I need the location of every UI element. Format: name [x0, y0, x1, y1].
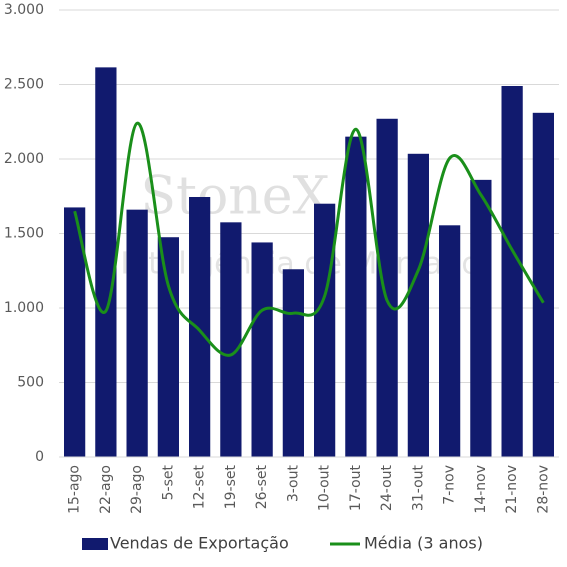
x-tick-label: 29-ago	[129, 465, 145, 514]
x-tick-label: 28-nov	[535, 465, 551, 514]
bar	[470, 179, 492, 458]
x-tick-label: 26-set	[254, 464, 270, 509]
legend-swatch	[82, 538, 108, 550]
bar	[501, 85, 523, 458]
bar	[126, 209, 148, 457]
bar	[251, 242, 273, 457]
watermark-logo: StoneX	[140, 167, 329, 227]
bar	[220, 222, 242, 457]
x-tick-label: 15-ago	[67, 465, 83, 514]
bar	[376, 118, 398, 458]
bar	[345, 136, 367, 457]
bar	[314, 203, 336, 457]
legend-label: Vendas de Exportação	[110, 534, 289, 553]
bar	[439, 225, 461, 457]
x-tick-label: 21-nov	[504, 465, 520, 514]
x-tick-label: 22-ago	[98, 465, 114, 514]
x-tick-label: 31-out	[410, 464, 426, 511]
bar	[532, 112, 554, 457]
x-tick-label: 24-out	[379, 464, 395, 511]
x-tick-label: 10-out	[317, 464, 333, 511]
y-tick-label: 2.500	[4, 77, 44, 93]
x-tick-label: 14-nov	[473, 465, 489, 514]
x-tick-label: 5-set	[160, 464, 176, 500]
bar	[95, 67, 117, 458]
bar	[189, 196, 211, 457]
bar	[64, 207, 86, 457]
y-tick-label: 1.500	[4, 226, 44, 242]
line	[73, 121, 545, 357]
bar	[407, 153, 429, 457]
y-tick-label: 2.000	[4, 151, 44, 167]
x-tick-label: 12-set	[192, 464, 208, 509]
y-tick-label: 1.000	[4, 300, 44, 316]
y-tick-label: 0	[35, 449, 44, 465]
legend-label: Média (3 anos)	[364, 534, 483, 553]
bar	[282, 269, 304, 457]
x-tick-label: 7-nov	[442, 465, 458, 505]
y-tick-label: 500	[17, 375, 44, 391]
bar	[157, 237, 179, 457]
x-tick-label: 3-out	[285, 464, 301, 502]
x-tick-label: 17-out	[348, 464, 364, 511]
y-tick-label: 3.000	[4, 2, 44, 18]
x-tick-label: 19-set	[223, 464, 239, 509]
